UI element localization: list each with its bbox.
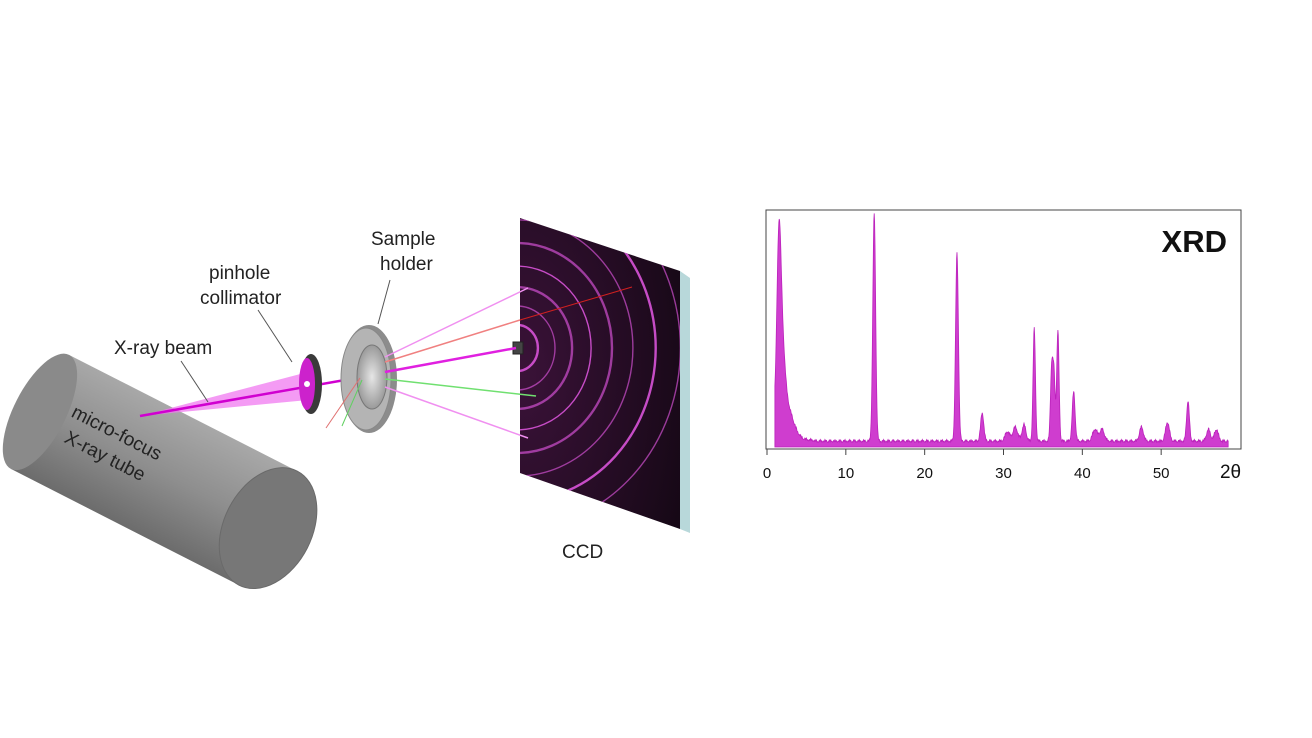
ray-back-green (341, 379, 363, 427)
chart-frame (765, 209, 1242, 450)
diffraction-ring (520, 218, 657, 503)
diffracted-rays (325, 286, 633, 439)
ray-back-red (325, 377, 361, 429)
pinhole-label-line2: collimator (200, 288, 282, 309)
diffraction-ring (520, 219, 634, 477)
x-tick-label: 40 (1074, 465, 1091, 482)
diffraction-ring (520, 323, 540, 373)
sample-powder (356, 344, 388, 410)
x-tick-label: 10 (837, 465, 854, 482)
x-tick-label: 0 (763, 465, 771, 482)
ccd-label: CCD (562, 542, 603, 563)
sample-leader (377, 279, 391, 325)
ray-pink-upper (384, 287, 529, 358)
ray-salmon (384, 319, 521, 363)
x-tick-label: 20 (916, 465, 933, 482)
tube-front-end (218, 467, 318, 590)
pinhole-leader (257, 309, 293, 363)
x-tick-label: 30 (995, 465, 1012, 482)
diffraction-ring (520, 305, 556, 391)
diffraction-ring (520, 241, 614, 455)
sample-label-line1: Sample (371, 229, 435, 250)
ray-green (384, 378, 537, 397)
sample-label-line2: holder (380, 254, 433, 275)
x-tick-label: 50 (1153, 465, 1170, 482)
ray-pink-lower (384, 386, 529, 439)
spectrum-fill (774, 213, 1229, 448)
diffraction-ring (520, 265, 592, 431)
x-axis-label: 2θ (1220, 462, 1241, 483)
tube-back-end (2, 353, 78, 471)
diffraction-rings (520, 218, 680, 529)
sample-holder (340, 325, 397, 433)
chart-title: XRD (1162, 224, 1227, 259)
pinhole-label-line1: pinhole (209, 263, 270, 284)
xray-beam-axis (139, 375, 363, 418)
ray-red-ccd (519, 286, 633, 321)
xray-beam-cone (140, 372, 308, 416)
diffraction-ring (520, 285, 574, 411)
x-axis: 0 10 20 30 40 50 2θ (763, 448, 1241, 483)
xray-tube: micro-focus X-ray tube (2, 353, 318, 590)
ccd-edge (680, 271, 690, 533)
xrd-chart: XRD 0 10 20 30 40 50 2θ (763, 209, 1242, 483)
ccd-detector (512, 218, 690, 533)
xray-beam-leader (180, 360, 209, 403)
ray-direct (384, 346, 517, 374)
ccd-face (520, 218, 680, 529)
xray-beam-label: X-ray beam (114, 338, 212, 359)
pinhole-collimator (299, 354, 322, 414)
